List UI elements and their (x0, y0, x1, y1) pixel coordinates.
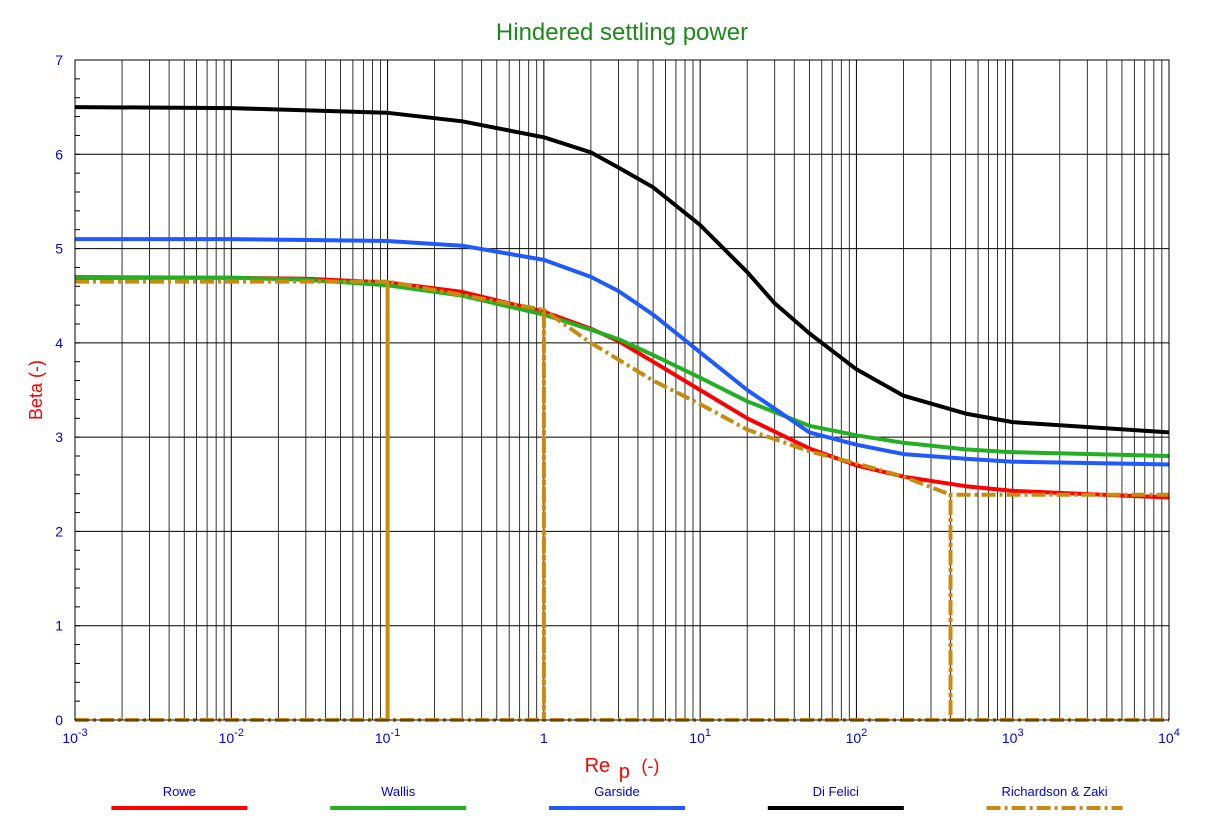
legend-label: Rowe (163, 784, 196, 799)
x-tick-label: 103 (1002, 727, 1024, 746)
x-tick-label: 1 (540, 730, 548, 746)
x-tick-label: 10-3 (62, 727, 87, 746)
legend: Rowe Wallis Garside Di Felici Richardson & Z… (111, 784, 1123, 810)
x-tick-label: 101 (689, 727, 711, 746)
y-tick-label: 0 (55, 712, 63, 728)
x-tick-label: 102 (846, 727, 868, 746)
x-tick-label: 104 (1158, 727, 1180, 746)
x-axis-label-main: Re (585, 755, 611, 777)
x-axis-label: Re p (-) (585, 755, 660, 783)
legend-label: Richardson & Zaki (1001, 784, 1107, 799)
legend-label: Di Felici (813, 784, 859, 799)
y-tick-label: 7 (55, 52, 63, 68)
y-tick-label: 5 (55, 241, 63, 257)
series-line-garside (75, 237, 1170, 467)
x-axis-label-unit: (-) (641, 756, 659, 776)
legend-label: Garside (594, 784, 640, 799)
x-tick-label: 10-2 (219, 727, 244, 746)
y-tick-label: 2 (55, 523, 63, 539)
series-line-richardson-zaki (75, 279, 1169, 722)
y-tick-label: 4 (55, 335, 63, 351)
legend-label: Wallis (381, 784, 416, 799)
x-axis-label-subscript: p (619, 761, 630, 783)
y-tick-label: 6 (55, 146, 63, 162)
series-line-di-felici (74, 105, 1170, 435)
tick-labels: 0 1 2 3 4 5 6 7 10-3 10-2 10-1 1 101 102 103 104 (55, 52, 1180, 746)
y-tick-label: 1 (55, 618, 63, 634)
plot-border (74, 59, 1170, 721)
chart-title: Hindered settling power (496, 19, 748, 46)
y-tick-label: 3 (55, 429, 63, 445)
x-tick-label: 10-1 (375, 727, 400, 746)
y-axis-label: Beta (-) (26, 360, 46, 420)
